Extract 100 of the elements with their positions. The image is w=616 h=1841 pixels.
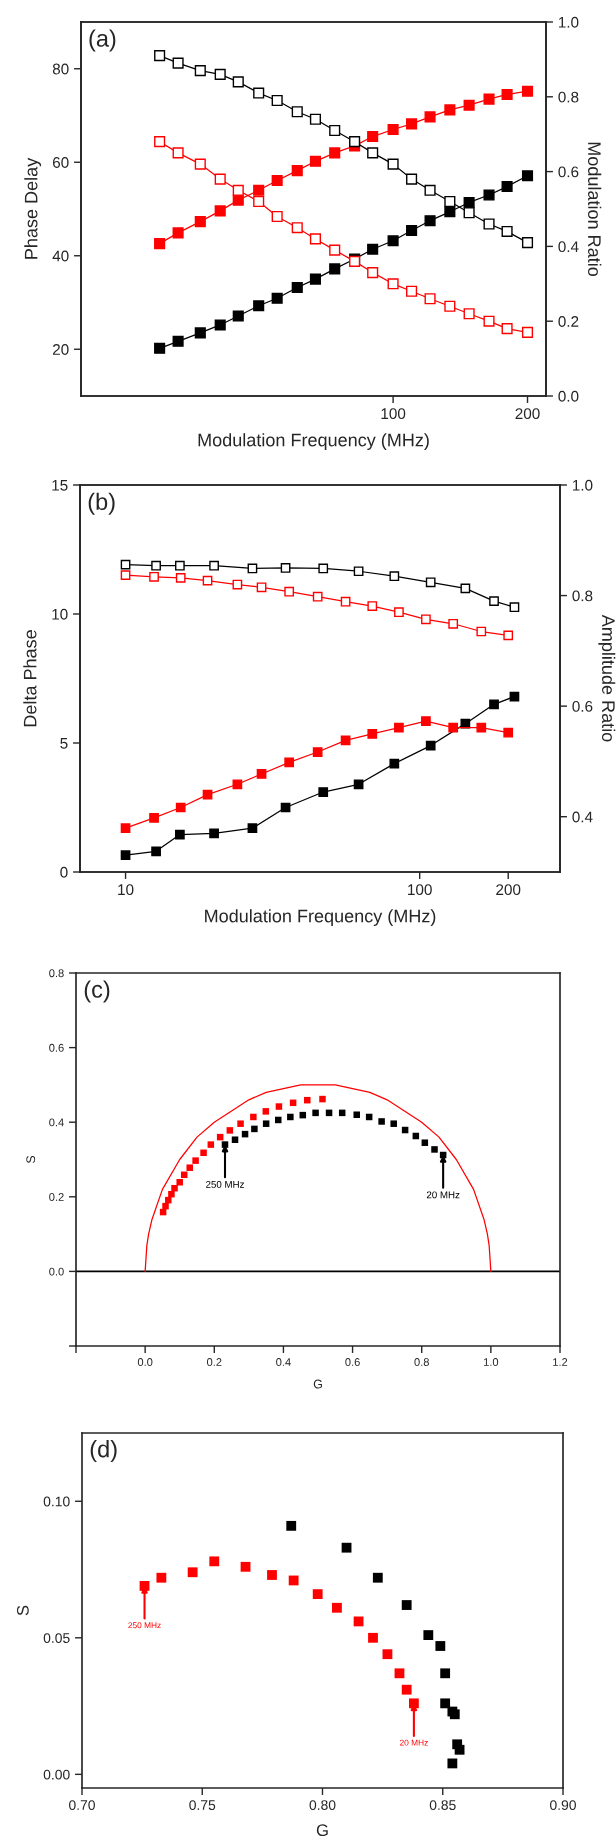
- point: [251, 1125, 258, 1133]
- point: [207, 1141, 215, 1148]
- point: [232, 76, 244, 88]
- point: [231, 1136, 239, 1143]
- x-tick-label: 200: [496, 884, 521, 896]
- x-tick-label: 200: [515, 408, 540, 420]
- point: [250, 1113, 257, 1121]
- point: [424, 215, 436, 227]
- x-tick-label: 1.0: [483, 1358, 499, 1366]
- line-series: [144, 1084, 492, 1273]
- point: [423, 1630, 434, 1640]
- annotation: (c): [84, 980, 110, 1003]
- point: [521, 170, 534, 182]
- y-tick-label: 20: [52, 344, 69, 355]
- point: [271, 292, 283, 304]
- y2-tick-label: 1.0: [558, 16, 579, 28]
- point: [232, 310, 244, 322]
- y-tick-label: 10: [52, 608, 68, 620]
- point: [154, 50, 166, 62]
- point: [240, 1561, 251, 1572]
- x-axis-title: Modulation Frequency (MHz): [198, 433, 429, 450]
- point: [291, 106, 303, 118]
- point: [271, 94, 283, 107]
- point: [200, 1149, 207, 1157]
- point: [349, 136, 361, 148]
- point: [353, 1111, 360, 1118]
- y-tick-label: 15: [52, 480, 68, 491]
- point: [332, 1602, 342, 1613]
- point: [444, 206, 456, 218]
- x-tick-label: 0.4: [276, 1358, 291, 1366]
- point: [367, 130, 379, 143]
- point: [309, 233, 321, 245]
- y-tick-label: 0.05: [43, 1633, 70, 1643]
- x-axis-title: G: [316, 1824, 328, 1837]
- y-tick-label: 0.0: [49, 1267, 64, 1276]
- point: [431, 1146, 438, 1153]
- point: [406, 173, 418, 185]
- point: [501, 88, 513, 101]
- point: [214, 205, 226, 217]
- x-tick-label: 0.80: [309, 1800, 336, 1811]
- point: [194, 158, 206, 170]
- y2-tick-label: 0.6: [572, 701, 593, 712]
- point: [444, 104, 456, 116]
- point: [406, 118, 418, 130]
- point: [253, 184, 265, 196]
- point: [286, 1520, 297, 1531]
- y-tick-label: 0.2: [49, 1193, 64, 1201]
- point: [463, 207, 475, 219]
- point: [444, 195, 456, 208]
- y2-axis-title: Modulation Ratio: [588, 142, 602, 276]
- point: [483, 218, 495, 230]
- y-tick-label: 0.4: [49, 1118, 64, 1127]
- y2-tick-label: 0.4: [558, 241, 579, 253]
- point: [329, 263, 341, 275]
- x-tick-label: 0.90: [550, 1800, 576, 1811]
- y-axis-title: S: [16, 1605, 29, 1616]
- point: [501, 181, 513, 193]
- annotation: 20 MHz: [426, 1191, 460, 1199]
- point: [192, 1157, 199, 1164]
- point: [291, 222, 303, 234]
- annotation: (b): [88, 492, 115, 515]
- point: [274, 1116, 282, 1124]
- point: [368, 1632, 378, 1643]
- point: [367, 243, 379, 255]
- point: [232, 184, 244, 196]
- point: [309, 155, 321, 167]
- point: [209, 1556, 220, 1567]
- point: [253, 300, 265, 312]
- point: [367, 147, 379, 159]
- point: [329, 124, 341, 137]
- point: [440, 1668, 451, 1679]
- annotation: 250 MHz: [128, 1622, 161, 1629]
- point: [154, 238, 166, 250]
- point: [521, 85, 534, 97]
- point: [271, 174, 283, 187]
- y-tick-label: 0.00: [43, 1769, 70, 1780]
- point: [447, 1758, 458, 1769]
- point: [521, 237, 534, 249]
- point: [463, 196, 475, 209]
- y-tick-label: 0.10: [43, 1496, 70, 1507]
- point: [165, 1196, 172, 1204]
- x-tick-label: 100: [381, 408, 406, 420]
- point: [329, 244, 341, 256]
- x-tick-label: 100: [408, 884, 432, 896]
- point: [406, 285, 418, 297]
- annotation: 20 MHz: [399, 1739, 428, 1746]
- point: [387, 235, 399, 247]
- y2-tick-label: 0.4: [572, 811, 593, 823]
- point: [341, 1542, 352, 1553]
- point: [394, 1668, 405, 1679]
- point: [312, 1109, 319, 1117]
- y-tick-label: 0: [60, 866, 68, 878]
- point: [232, 194, 244, 206]
- point: [194, 327, 206, 339]
- x-tick-label: 0.75: [189, 1800, 216, 1811]
- point: [291, 281, 303, 294]
- point: [372, 1572, 383, 1583]
- point: [214, 173, 226, 185]
- x-tick-label: 0.6: [345, 1358, 360, 1366]
- y-axis-title: Delta Phase: [23, 630, 37, 727]
